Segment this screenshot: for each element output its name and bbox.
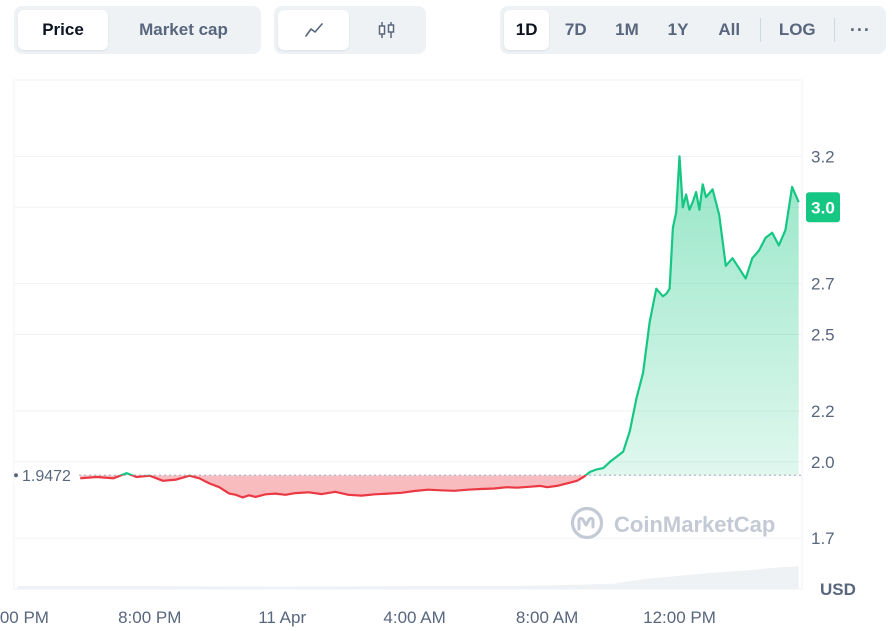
line-chart-button[interactable]: [278, 10, 349, 50]
reference-badge: [14, 463, 76, 488]
candlestick-icon: [378, 22, 394, 38]
range-1y[interactable]: 1Y: [667, 20, 689, 39]
divider: [759, 18, 761, 42]
y-tick-label: 2.7: [811, 275, 835, 294]
price-line-down: [80, 475, 588, 499]
coinmarketcap-logo-icon: [570, 506, 604, 540]
price-area-up: [121, 156, 799, 476]
metric-toggle: Price Market cap: [14, 6, 261, 54]
price-line-up: [118, 155, 800, 476]
price-chart-svg: CoinMarketCap 1.7 2.0 2.2 2.5 2.7 3.2 USD 4:00…: [0, 79, 856, 627]
y-tick-label: 2.0: [811, 453, 835, 472]
watermark-text: CoinMarketCap: [614, 512, 775, 537]
volume-area: [17, 566, 799, 589]
x-tick-label: 11 Apr: [258, 608, 306, 627]
y-tick-label: 2.2: [811, 402, 835, 421]
y-tick-label: 2.5: [811, 326, 835, 345]
price-tab[interactable]: Price: [18, 10, 108, 50]
reference-value-label: 1.9472: [22, 468, 71, 485]
x-tick-label: 8:00 PM: [118, 608, 181, 627]
x-tick-label: 8:00 AM: [516, 608, 578, 627]
x-tick-label: 4:00 PM: [0, 608, 49, 627]
line-chart-icon: [304, 23, 323, 37]
chart-type-toggle: [274, 6, 426, 54]
current-price-label: 3.0: [811, 198, 835, 217]
market-cap-tab[interactable]: Market cap: [139, 20, 228, 39]
divider: [833, 18, 835, 42]
x-tick-label: 12:00 PM: [643, 608, 716, 627]
range-all[interactable]: All: [718, 20, 741, 39]
range-1m[interactable]: 1M: [615, 20, 639, 39]
reference-dot: [14, 473, 18, 478]
current-price-badge: [806, 192, 840, 223]
x-tick-label: 4:00 AM: [383, 608, 445, 627]
price-area-down: [80, 475, 799, 498]
log-scale-button[interactable]: LOG: [778, 20, 816, 39]
candlestick-button[interactable]: [351, 10, 422, 50]
currency-label: USD: [820, 580, 856, 599]
price-chart[interactable]: CoinMarketCap 1.7 2.0 2.2 2.5 2.7 3.2 USD 4:00…: [0, 70, 892, 631]
more-options-button[interactable]: ···: [849, 19, 871, 40]
y-tick-label: 1.7: [811, 529, 835, 548]
time-range-toggle: 1D 7D 1M 1Y All LOG ···: [500, 6, 886, 54]
range-1d[interactable]: 1D: [504, 10, 550, 50]
y-tick-label: 3.2: [811, 147, 835, 166]
watermark: CoinMarketCap: [570, 506, 775, 540]
range-7d[interactable]: 7D: [564, 20, 587, 39]
